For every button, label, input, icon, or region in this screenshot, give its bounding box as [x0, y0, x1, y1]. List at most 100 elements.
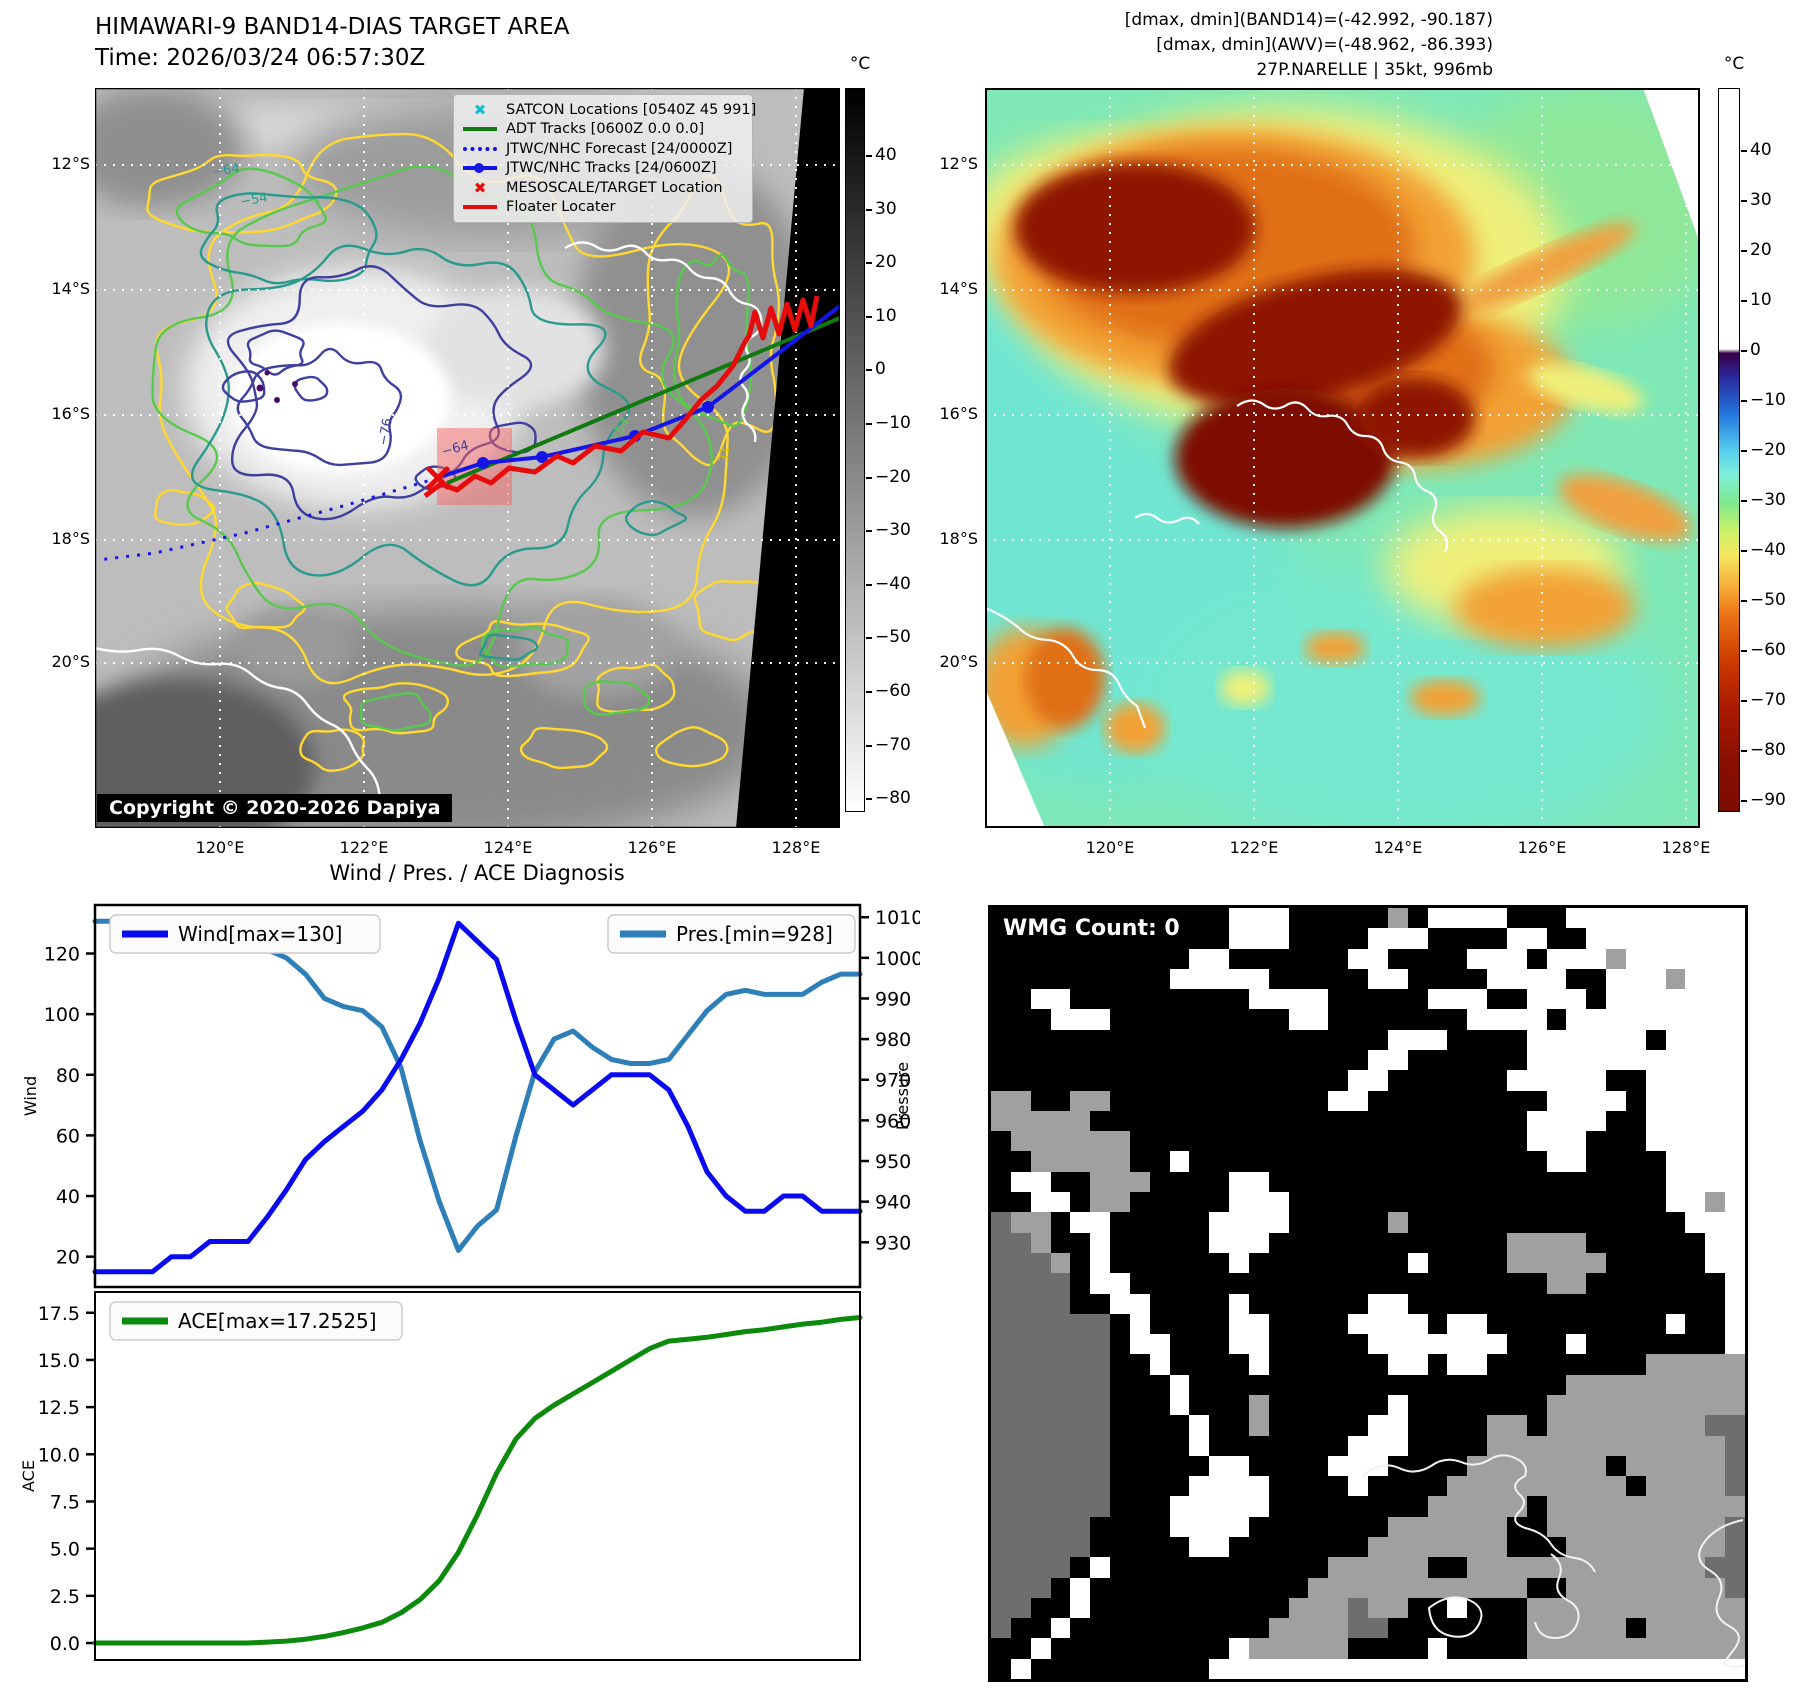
map-gridlines — [985, 88, 1700, 828]
ace-axis-label: ACE — [19, 1460, 38, 1492]
series-ACE[max=17.2525] — [92, 1315, 863, 1646]
legend-label: SATCON Locations [0540Z 45 991] — [506, 101, 757, 118]
legend-label: ADT Tracks [0600Z 0.0 0.0] — [506, 121, 705, 138]
svg-text:5.0: 5.0 — [50, 1539, 80, 1561]
awv-colorbar-tick-label: −70 — [1750, 690, 1786, 710]
legend-item-mesoscale: ✖ MESOSCALE/TARGET Location — [460, 178, 744, 198]
satellite-panel-title: HIMAWARI-9 BAND14-DIAS TARGET AREA Time:… — [95, 12, 569, 74]
lat-tick-left: 18°S — [51, 529, 90, 548]
awv-colorbar-tick — [1741, 500, 1747, 502]
svg-text:930: 930 — [875, 1232, 911, 1254]
awv-colorbar-tick — [1741, 450, 1747, 452]
legend-item-satcon: ✖ SATCON Locations [0540Z 45 991] — [460, 100, 757, 120]
svg-text:60: 60 — [56, 1125, 80, 1147]
band14-satellite-map: −64 −54 −76 −64 −54 31 ✖ SATCON Locations [05… — [95, 88, 840, 828]
band14-colorbar-tick-label: −60 — [875, 681, 911, 701]
band14-colorbar-tick-label: −50 — [875, 627, 911, 648]
series-Wind[max=130] — [92, 920, 863, 1275]
legend-item-tracks: JTWC/NHC Tracks [24/0600Z] — [460, 159, 744, 179]
awv-colorbar-tick — [1741, 700, 1747, 702]
band14-colorbar-tick — [866, 637, 872, 640]
awv-colorbar-tick-label: −30 — [1750, 490, 1786, 510]
band14-colorbar-tick-label: 20 — [875, 252, 897, 273]
svg-text:950: 950 — [875, 1151, 911, 1173]
series-Pres.[min=928] — [92, 918, 863, 1253]
awv-colorbar-tick — [1741, 150, 1747, 152]
lon-tick-right: 122°E — [1229, 838, 1279, 857]
mesoscale-target-x-marker — [426, 466, 450, 490]
awv-colorbar-tick-label: 10 — [1750, 290, 1772, 310]
svg-text:12.5: 12.5 — [38, 1397, 80, 1419]
blue-line-dot-icon — [460, 163, 500, 174]
lon-tick-right: 128°E — [1661, 838, 1711, 857]
awv-colorbar-tick — [1741, 250, 1747, 252]
band14-colorbar-tick-label: −70 — [875, 734, 911, 755]
lat-tick-left: 16°S — [51, 404, 90, 423]
adt-track-line — [446, 316, 840, 485]
swath-edge-white-tr — [1643, 88, 1700, 243]
lon-tick-left: 126°E — [627, 838, 677, 857]
band14-colorbar-tick-label: −40 — [875, 573, 911, 594]
awv-colorbar-tick — [1741, 300, 1747, 302]
band14-colorbar-tick — [866, 476, 872, 479]
ir-contour-lines — [146, 132, 781, 772]
dmax-dmin-awv: [dmax, dmin](AWV)=(-48.962, -86.393) — [1156, 35, 1493, 55]
lat-tick-right: 14°S — [939, 279, 978, 298]
legend-item-floater: Floater Locater — [460, 198, 744, 218]
band14-colorbar-tick-label: 40 — [875, 145, 897, 165]
legend-label: JTWC/NHC Tracks [24/0600Z] — [506, 160, 717, 177]
wind-pressure-chart: 20 40 60 80 100 120 930 940 950 960 970 980 990 1000 1… — [44, 907, 920, 1275]
ir-map-canvas — [985, 88, 1700, 828]
awv-colorbar-tick — [1741, 800, 1747, 802]
awv-colorbar-tick — [1741, 750, 1747, 752]
lat-tick-left: 14°S — [51, 279, 90, 298]
panel-title-line1: HIMAWARI-9 BAND14-DIAS TARGET AREA — [95, 14, 570, 40]
band14-colorbar-tick — [866, 798, 872, 801]
svg-text:−76: −76 — [376, 417, 396, 447]
legend-item-adt: ADT Tracks [0600Z 0.0 0.0] — [460, 120, 744, 140]
awv-colorbar-tick-label: −10 — [1750, 390, 1786, 410]
storm-info-header: [dmax, dmin](BAND14)=(-42.992, -90.187) … — [1125, 8, 1493, 83]
awv-colorbar-tick-label: 0 — [1750, 340, 1761, 360]
svg-text:−64: −64 — [211, 161, 240, 180]
svg-text:990: 990 — [875, 988, 911, 1010]
awv-colorbar-tick-label: 20 — [1750, 240, 1772, 260]
lon-tick-right: 124°E — [1373, 838, 1423, 857]
floater-locater-line — [423, 295, 820, 498]
charts-title: Wind / Pres. / ACE Diagnosis — [329, 861, 624, 885]
band14-colorbar-tick — [866, 155, 872, 157]
band14-colorbar-tick — [866, 423, 872, 425]
awv-colorbar-tick-label: −80 — [1750, 740, 1786, 760]
lat-tick-right: 12°S — [939, 154, 978, 173]
wmg-pixel-grid — [991, 908, 1745, 1679]
lon-tick-left: 128°E — [771, 838, 821, 857]
svg-text:1000: 1000 — [875, 948, 920, 970]
svg-text:100: 100 — [44, 1004, 80, 1026]
awv-colorbar-tick — [1741, 550, 1747, 552]
band14-colorbar-tick-label: −30 — [875, 520, 911, 541]
jtwc-forecast-dotted-line — [97, 476, 439, 562]
blue-dotted-line-icon — [460, 146, 500, 151]
svg-text:10.0: 10.0 — [38, 1444, 80, 1466]
awv-ir-satellite-map — [985, 88, 1700, 828]
svg-text:960: 960 — [875, 1110, 911, 1132]
lon-tick-left: 120°E — [195, 838, 245, 857]
map-legend: ✖ SATCON Locations [0540Z 45 991] ADT Tr… — [453, 94, 757, 223]
legend-item-forecast: JTWC/NHC Forecast [24/0000Z] — [460, 139, 744, 159]
band14-colorbar-tick — [866, 583, 872, 586]
wmg-coastline-overlay — [1362, 1454, 1745, 1668]
band14-colorbar-tick-label: −10 — [875, 413, 911, 433]
band14-colorbar-tick-label: 30 — [875, 198, 897, 219]
wind-axis-label: Wind — [21, 1076, 40, 1116]
panel-title-line2: Time: 2026/03/24 06:57:30Z — [95, 45, 426, 71]
ace-legend-label: ACE[max=17.2525] — [178, 1309, 377, 1333]
pressure-axis-label: Pressure — [893, 1062, 912, 1130]
green-line-icon — [460, 127, 500, 132]
band14-colorbar-tick-label: −80 — [875, 788, 911, 809]
swath-edge-black — [736, 88, 840, 828]
svg-text:1010: 1010 — [875, 907, 920, 929]
coastline — [985, 399, 1449, 729]
lat-tick-left: 20°S — [51, 652, 90, 671]
band14-colorbar — [845, 88, 865, 812]
awv-colorbar-tick — [1741, 650, 1747, 652]
